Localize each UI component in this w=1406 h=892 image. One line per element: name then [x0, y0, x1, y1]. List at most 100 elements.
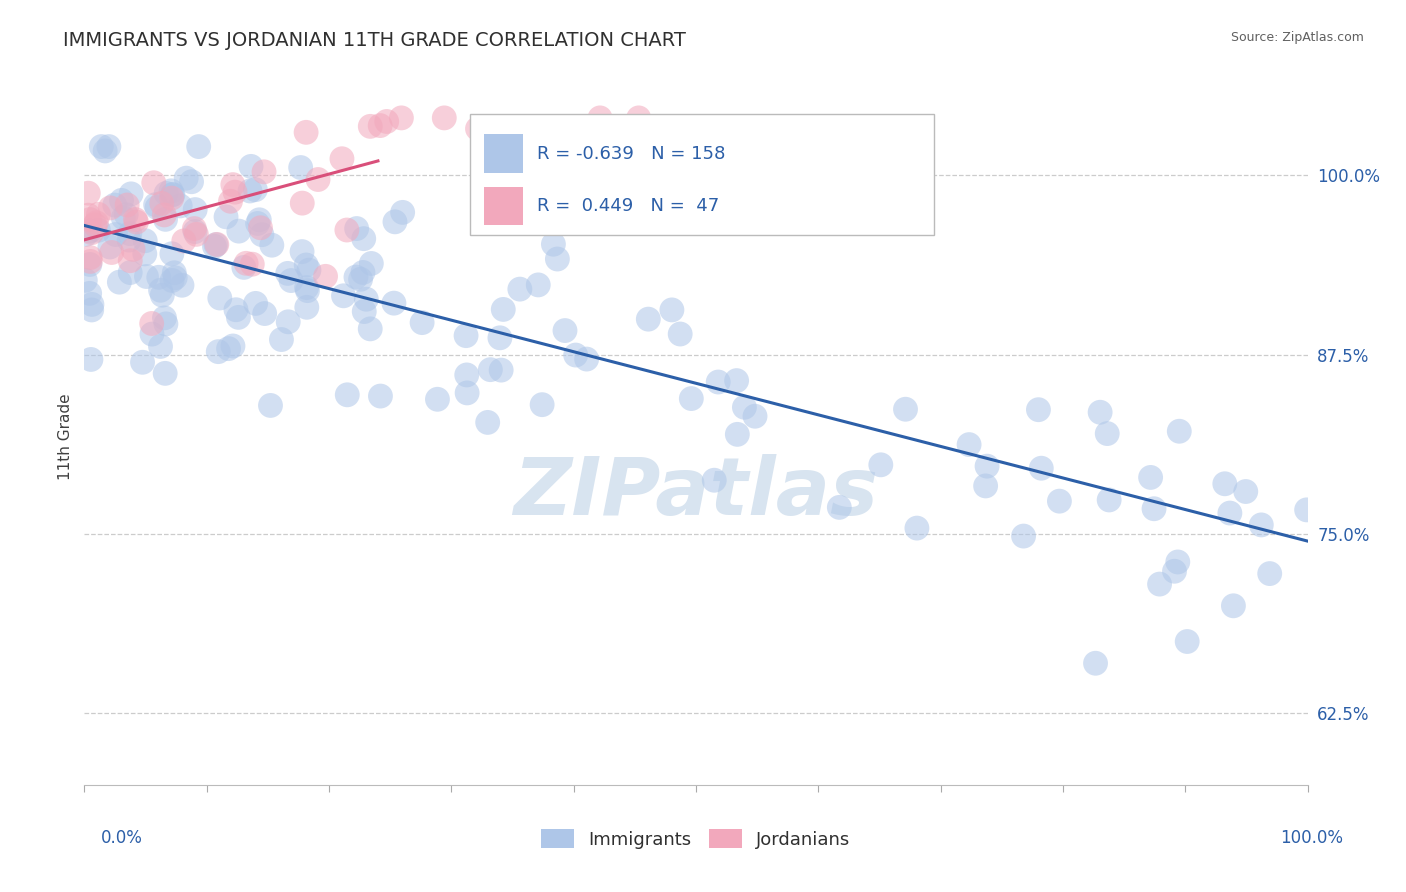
Point: [160, 187, 183, 202]
Point: [125, 215, 148, 229]
Point: [554, 324, 576, 338]
Point: [148, 270, 170, 285]
Point: [98, 240, 121, 254]
Point: [426, 392, 449, 407]
Point: [135, 269, 157, 284]
Point: [225, 302, 247, 317]
Point: [80, 297, 103, 311]
Point: [98, 201, 121, 215]
Point: [1097, 426, 1119, 441]
Point: [1258, 566, 1281, 581]
Bar: [484, 186, 523, 225]
Point: [336, 223, 359, 237]
Point: [384, 215, 406, 229]
Text: R =  0.449   N =  47: R = 0.449 N = 47: [537, 197, 720, 215]
Point: [270, 333, 292, 347]
Point: [253, 165, 276, 179]
Legend: Immigrants, Jordanians: Immigrants, Jordanians: [534, 822, 858, 856]
Point: [356, 292, 378, 306]
Point: [75, 227, 97, 242]
Point: [332, 289, 354, 303]
Point: [295, 125, 318, 139]
Point: [725, 427, 748, 442]
Point: [165, 270, 187, 285]
Point: [744, 409, 766, 424]
Text: ZIPatlas: ZIPatlas: [513, 454, 879, 532]
Point: [368, 119, 391, 133]
Point: [187, 139, 209, 153]
Point: [1219, 506, 1241, 520]
Point: [228, 310, 250, 325]
Point: [79, 251, 101, 265]
Point: [108, 275, 131, 289]
Point: [155, 212, 177, 227]
Point: [411, 316, 433, 330]
Point: [169, 199, 191, 213]
Point: [1163, 564, 1185, 578]
Point: [976, 459, 998, 474]
Point: [454, 328, 477, 343]
Point: [479, 362, 502, 376]
Point: [546, 252, 568, 266]
Point: [118, 233, 141, 247]
Point: [77, 186, 100, 201]
Point: [141, 317, 163, 331]
Point: [1168, 424, 1191, 438]
Point: [291, 196, 314, 211]
Point: [145, 197, 167, 211]
Point: [162, 187, 184, 202]
Point: [456, 385, 478, 400]
Point: [290, 161, 312, 175]
Point: [246, 217, 269, 231]
Point: [247, 212, 270, 227]
Point: [186, 227, 208, 242]
Point: [160, 191, 183, 205]
Point: [86, 216, 108, 230]
Point: [80, 352, 103, 367]
Point: [100, 245, 122, 260]
Point: [155, 317, 177, 331]
Point: [149, 283, 172, 297]
Point: [79, 257, 101, 271]
Point: [703, 473, 725, 487]
Point: [353, 304, 375, 318]
Point: [120, 253, 142, 268]
Point: [173, 234, 195, 248]
Point: [894, 402, 917, 417]
Point: [240, 160, 263, 174]
Point: [1088, 405, 1111, 419]
Point: [869, 458, 891, 472]
Point: [1175, 634, 1198, 648]
Point: [1084, 657, 1107, 671]
Point: [87, 207, 110, 221]
Point: [543, 237, 565, 252]
Point: [104, 198, 127, 212]
Point: [297, 284, 319, 298]
Point: [259, 399, 281, 413]
Point: [681, 392, 703, 406]
Point: [382, 296, 405, 310]
Point: [575, 352, 598, 367]
Point: [183, 221, 205, 235]
Point: [87, 223, 110, 237]
Text: 0.0%: 0.0%: [101, 829, 143, 847]
Point: [104, 227, 127, 242]
Point: [205, 237, 228, 252]
Point: [336, 388, 359, 402]
Point: [353, 232, 375, 246]
Point: [1167, 555, 1189, 569]
Point: [249, 220, 271, 235]
Point: [110, 194, 132, 208]
Point: [1139, 470, 1161, 484]
Point: [222, 178, 245, 192]
Point: [330, 152, 353, 166]
Point: [207, 344, 229, 359]
Point: [661, 302, 683, 317]
Point: [205, 237, 228, 252]
Point: [1222, 599, 1244, 613]
Point: [75, 273, 97, 287]
Point: [359, 322, 381, 336]
Point: [1098, 492, 1121, 507]
Point: [153, 367, 176, 381]
Point: [957, 437, 980, 451]
